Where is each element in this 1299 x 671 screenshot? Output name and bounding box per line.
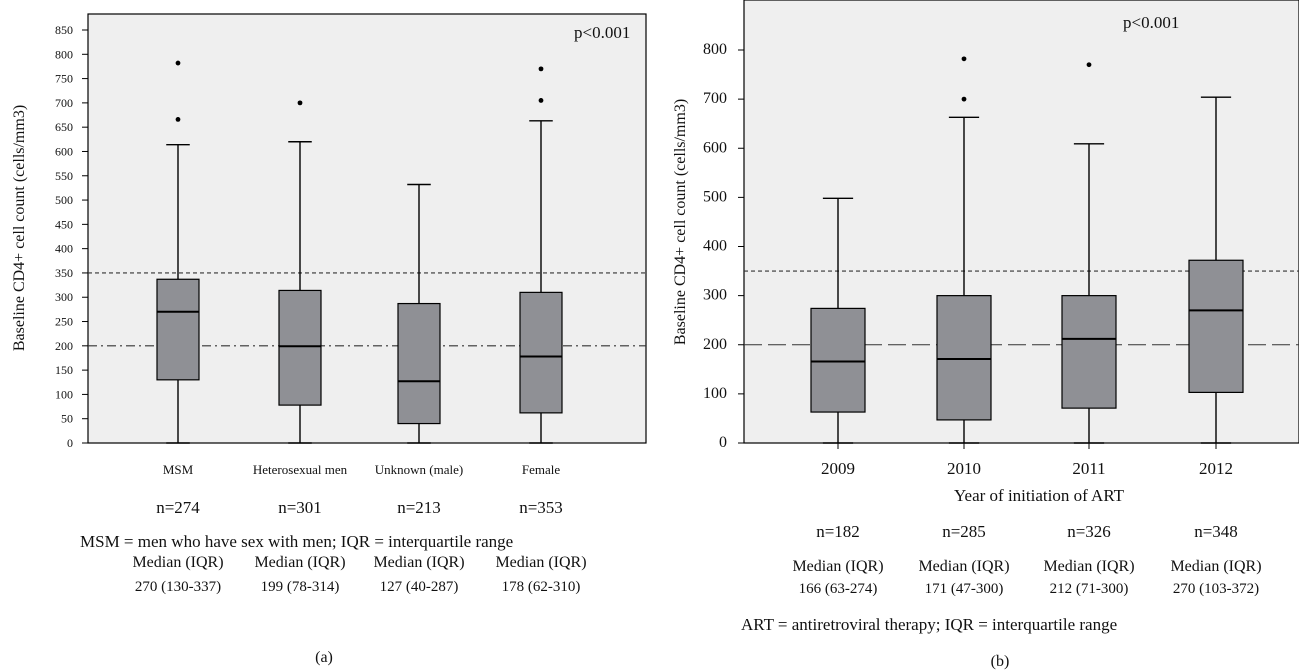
panel-a-n-label: n=274	[156, 498, 200, 517]
panel-a-y-tick-label: 800	[55, 47, 73, 61]
panel-a-y-tick-label: 300	[55, 290, 73, 304]
panel-a-y-tick-label: 250	[55, 315, 73, 329]
panel-b-y-tick-label: 800	[703, 41, 727, 58]
panel-b-median-header: Median (IQR)	[918, 558, 1009, 575]
panel-a-y-tick-label: 0	[67, 436, 73, 450]
panel-a-y-tick-label: 600	[55, 144, 73, 158]
panel-b-median-header: Median (IQR)	[1043, 558, 1134, 575]
panel-b-y-tick-label: 700	[703, 90, 727, 107]
panel-b-outlier-point	[961, 56, 967, 62]
panel-a-outlier-point	[297, 100, 303, 106]
panel-a-median-value: 178 (62-310)	[502, 579, 581, 595]
panel-b-y-tick-label: 500	[703, 188, 727, 205]
panel-a-n-label: n=301	[278, 498, 322, 517]
panel-a-y-tick-label: 400	[55, 242, 73, 256]
panel-a-y-tick-label: 350	[55, 266, 73, 280]
panel-b-box	[936, 295, 992, 421]
panel-a-n-label: n=213	[397, 498, 441, 517]
panel-a-box	[519, 291, 563, 414]
panel-b-category-label: 2010	[947, 459, 981, 478]
panel-a-y-tick-label: 750	[55, 72, 73, 86]
panel-a-y-tick-label: 100	[55, 387, 73, 401]
panel-a-y-tick-label: 200	[55, 339, 73, 353]
panel-b-n-label: n=348	[1194, 522, 1238, 541]
panel-a-y-tick-label: 50	[61, 412, 73, 426]
panel-a-outlier-point	[175, 117, 181, 122]
panel-b-y-tick-label: 200	[703, 336, 727, 353]
panel-b-n-label: n=326	[1067, 522, 1111, 541]
panel-b-x-axis-label: Year of initiation of ART	[954, 486, 1125, 505]
panel-a-median-header: Median (IQR)	[495, 554, 586, 571]
panel-b-category-label: 2009	[821, 459, 855, 478]
panel-a-y-axis-label: Baseline CD4+ cell count (cells/mm3)	[11, 105, 28, 351]
panel-b-median-header: Median (IQR)	[792, 558, 883, 575]
panel-a-median-header: Median (IQR)	[132, 554, 223, 571]
panel-b-footnote: ART = antiretroviral therapy; IQR = inte…	[741, 615, 1117, 634]
panel-a-y-tick-label: 700	[55, 96, 73, 110]
panel-a-box	[278, 289, 322, 406]
panel-a-median-value: 199 (78-314)	[261, 579, 340, 595]
panel-a-outlier-point	[175, 60, 181, 66]
panel-a-box	[397, 302, 441, 425]
panel-b-median-value: 171 (47-300)	[925, 581, 1004, 597]
panel-b-y-tick-label: 600	[703, 139, 727, 156]
panel-a-outlier-point	[538, 66, 544, 72]
panel-a-category-label: Unknown (male)	[375, 462, 463, 477]
panel-b-label: (b)	[991, 653, 1010, 670]
panel-a-median-value: 127 (40-287)	[380, 579, 459, 595]
panel-b-category-label: 2011	[1072, 459, 1105, 478]
panel-b-median-value: 270 (103-372)	[1173, 581, 1259, 597]
panel-a-category-label: Heterosexual men	[253, 462, 348, 477]
panel-b-box	[1188, 259, 1244, 394]
panel-a-y-tick-label: 450	[55, 217, 73, 231]
panel-b-n-label: n=182	[816, 522, 860, 541]
panel-a-box	[156, 278, 200, 381]
panel-b: Baseline CD4+ cell count (cells/mm3) p<0…	[672, 0, 1299, 670]
panel-b-median-value: 166 (63-274)	[799, 581, 878, 597]
panel-b-n-label: n=285	[942, 522, 986, 541]
panel-b-outlier-point	[1086, 62, 1092, 68]
panel-b-outlier-point	[961, 96, 967, 102]
panel-a-category-label: MSM	[163, 462, 194, 477]
panel-b-y-tick-label: 400	[703, 238, 727, 255]
panel-a-median-header: Median (IQR)	[373, 554, 464, 571]
panel-b-box	[810, 307, 866, 413]
panel-a-median-value: 270 (130-337)	[135, 579, 221, 595]
panel-a-label: (a)	[315, 649, 333, 666]
panel-b-median-header: Median (IQR)	[1170, 558, 1261, 575]
panel-a-y-tick-label: 550	[55, 169, 73, 183]
panel-a-outlier-point	[538, 98, 544, 103]
panel-a-y-tick-label: 850	[55, 23, 73, 37]
panel-b-y-axis-label: Baseline CD4+ cell count (cells/mm3)	[672, 99, 689, 345]
panel-a-y-tick-label: 650	[55, 120, 73, 134]
panel-a-p-value: p<0.001	[574, 23, 630, 42]
panel-b-box	[1061, 295, 1117, 409]
panel-a-y-tick-label: 150	[55, 363, 73, 377]
panel-a-footnote: MSM = men who have sex with men; IQR = i…	[80, 532, 513, 551]
panel-b-y-tick-label: 0	[719, 434, 727, 451]
panel-a-y-tick-label: 500	[55, 193, 73, 207]
panel-b-y-tick-label: 100	[703, 385, 727, 402]
panel-b-category-label: 2012	[1199, 459, 1233, 478]
panel-b-p-value: p<0.001	[1123, 13, 1179, 32]
panel-b-y-tick-label: 300	[703, 287, 727, 304]
panel-a-category-label: Female	[522, 462, 560, 477]
panel-a-n-label: n=353	[519, 498, 563, 517]
panel-b-median-value: 212 (71-300)	[1050, 581, 1129, 597]
panel-a: Baseline CD4+ cell count (cells/mm3) p<0…	[11, 13, 647, 666]
panel-a-median-header: Median (IQR)	[254, 554, 345, 571]
